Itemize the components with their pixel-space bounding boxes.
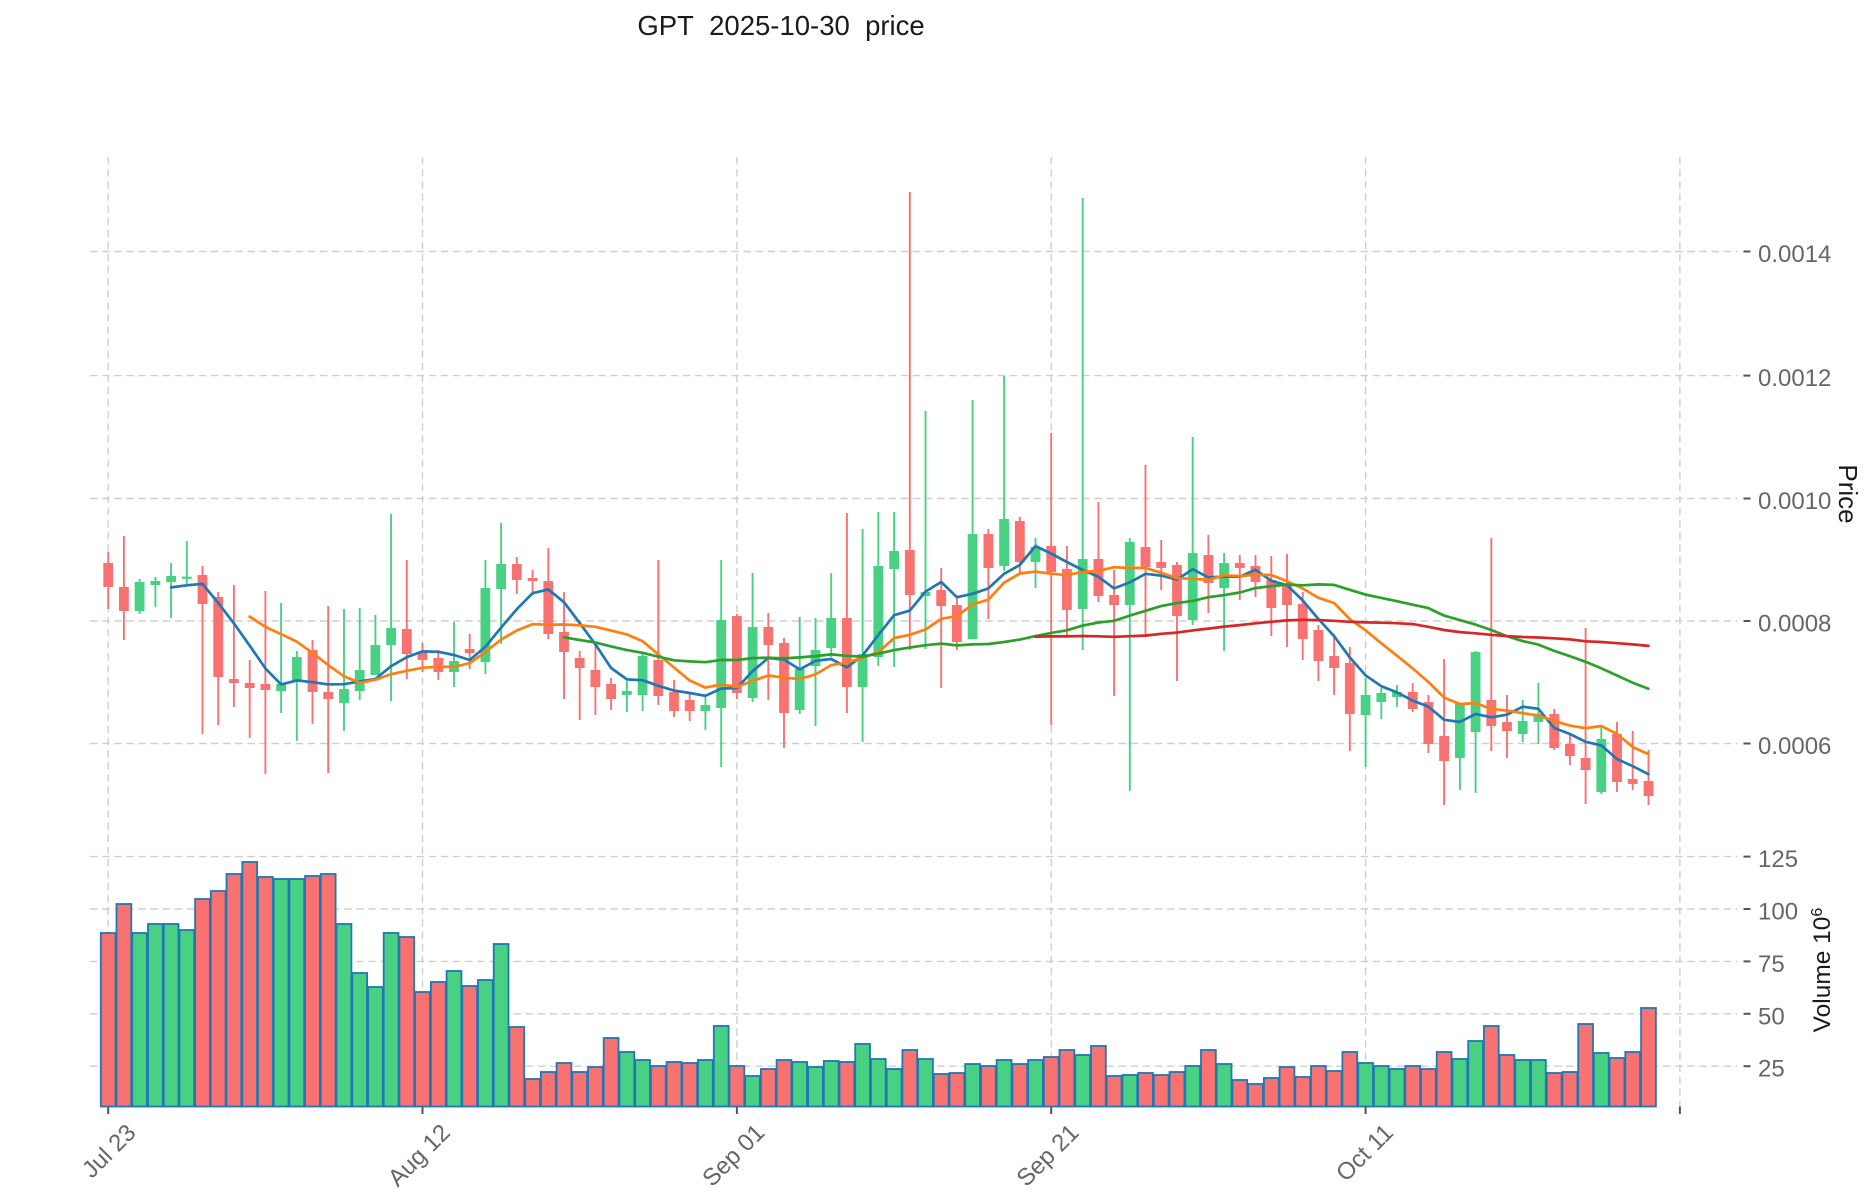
svg-text:0.0014: 0.0014	[1758, 241, 1831, 268]
svg-text:125: 125	[1758, 846, 1798, 873]
svg-text:0.0006: 0.0006	[1758, 733, 1831, 760]
svg-text:0.0012: 0.0012	[1758, 365, 1831, 392]
svg-text:0.0008: 0.0008	[1758, 611, 1831, 638]
svg-text:GPT 2025-10-30 price: GPT 2025-10-30 price	[637, 10, 924, 41]
svg-text:100: 100	[1758, 899, 1798, 926]
svg-text:0.0010: 0.0010	[1758, 488, 1831, 515]
svg-text:25: 25	[1758, 1056, 1785, 1083]
svg-text:Volume 106: Volume 106	[1809, 908, 1836, 1033]
svg-text:75: 75	[1758, 951, 1785, 978]
svg-text:50: 50	[1758, 1003, 1785, 1030]
svg-text:Price: Price	[1833, 464, 1863, 523]
